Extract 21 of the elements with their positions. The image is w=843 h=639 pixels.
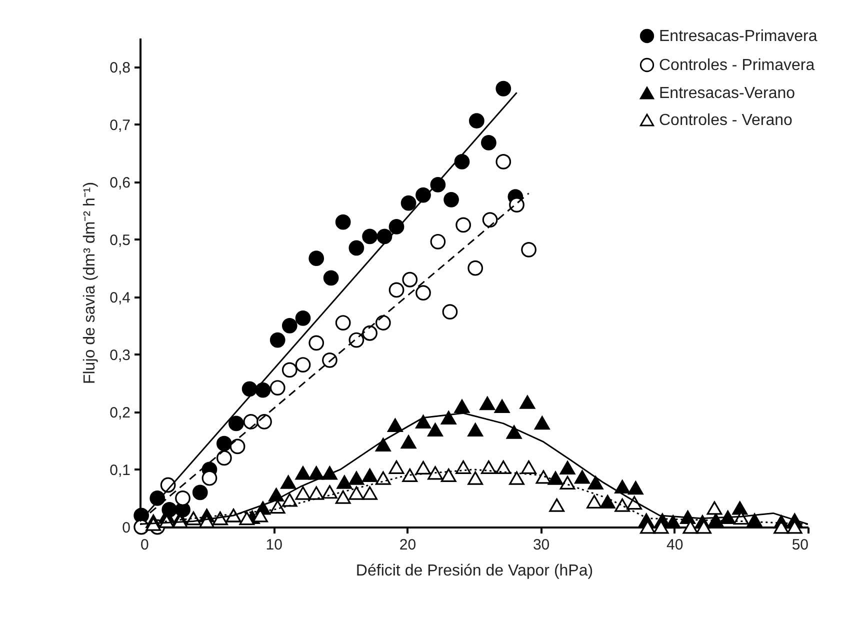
y-tick-label: 0,4 [110, 289, 130, 306]
x-axis-title: Déficit de Presión de Vapor (hPa) [356, 562, 594, 580]
x-tick-label: 0 [140, 536, 149, 554]
x-tick-label: 30 [532, 536, 550, 554]
y-tick-label: 0 [122, 520, 130, 536]
legend-label: Controles - Primavera [659, 57, 815, 74]
y-tick-label: 0,6 [110, 174, 130, 192]
y-tick-label: 0,3 [110, 346, 130, 364]
x-tick-label: 40 [666, 536, 684, 554]
y-tick-label: 0,2 [110, 404, 130, 422]
legend-label: Entresacas-Primavera [659, 28, 818, 45]
y-axis-title: Flujo de savia (dm³ dm⁻² h⁻¹) [82, 182, 99, 384]
x-tick-label: 10 [266, 536, 282, 554]
y-tick-label: 0,7 [110, 116, 130, 134]
y-tick-label: 0,1 [110, 462, 130, 479]
y-tick-label: 0,8 [110, 59, 130, 76]
y-tick-label: 0,5 [110, 232, 130, 249]
legend-label: Controles - Verano [659, 112, 793, 129]
x-tick-label: 20 [399, 536, 416, 554]
legend-label: Entresacas-Verano [659, 85, 796, 102]
x-tick-label: 50 [792, 536, 808, 554]
